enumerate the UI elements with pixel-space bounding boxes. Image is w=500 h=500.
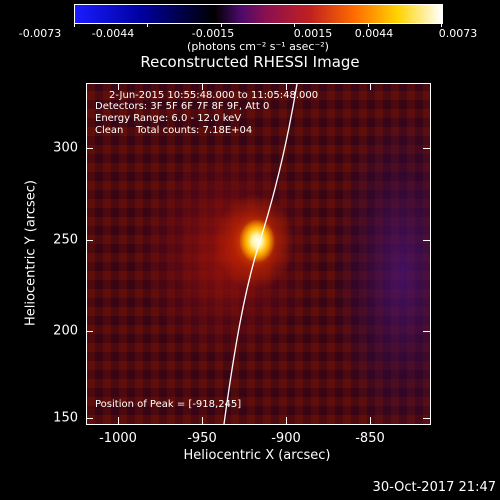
y-tick-right: [423, 240, 430, 241]
colorbar-tick-label: -0.0044: [91, 27, 135, 40]
x-tick: [118, 417, 119, 424]
x-tick-label: -1000: [99, 431, 137, 446]
clean-counts-text: Clean Total counts: 7.18E+04: [95, 125, 253, 136]
colorbar-tick-label: -0.0015: [191, 27, 235, 40]
colorbar-tick: [368, 23, 369, 27]
colorbar: [74, 4, 443, 24]
x-tick-label: -850: [355, 431, 385, 446]
colorbar-tick: [441, 23, 442, 27]
colorbar-tick: [74, 23, 75, 27]
x-tick: [202, 417, 203, 424]
detectors-text: Detectors: 3F 5F 6F 7F 8F 9F, Att 0: [95, 101, 270, 112]
colorbar-tick-label: 0.0044: [354, 27, 394, 40]
y-tick-label: 150: [53, 410, 78, 426]
y-tick: [86, 418, 93, 419]
colorbar-tick: [147, 23, 148, 27]
y-tick-label: 300: [53, 140, 78, 156]
image-title: Reconstructed RHESSI Image: [140, 53, 360, 71]
x-tick-top: [202, 83, 203, 90]
y-tick: [86, 240, 93, 241]
limb-overlay: [223, 84, 298, 424]
x-tick-top: [118, 83, 119, 90]
solar-limb-line: [223, 84, 298, 424]
y-tick-right: [423, 148, 430, 149]
x-tick: [286, 417, 287, 424]
y-tick-label: 200: [53, 323, 78, 339]
y-tick-right: [423, 418, 430, 419]
colorbar-tick: [294, 23, 295, 27]
y-axis-label: Heliocentric Y (arcsec): [23, 180, 39, 326]
peak-position-text: Position of Peak = [-918,245]: [95, 399, 242, 410]
y-tick: [86, 331, 93, 332]
time-range-text: 2-Jun-2015 10:55:48.000 to 11:05:48.000: [109, 90, 319, 101]
x-tick-top: [370, 83, 371, 90]
y-tick: [86, 148, 93, 149]
colorbar-units: (photons cm⁻² s⁻¹ asec⁻²): [187, 40, 329, 53]
energy-range-text: Energy Range: 6.0 - 12.0 keV: [95, 113, 242, 124]
x-tick: [370, 417, 371, 424]
x-tick-label: -950: [187, 431, 217, 446]
colorbar-tick-label: 0.0073: [438, 27, 478, 40]
colorbar-tick-label: 0.0015: [293, 27, 333, 40]
image-plot: 2-Jun-2015 10:55:48.000 to 11:05:48.000 …: [86, 83, 431, 425]
colorbar-tick: [221, 23, 222, 27]
x-tick-top: [286, 83, 287, 90]
y-tick-right: [423, 331, 430, 332]
y-tick-label: 250: [53, 232, 78, 248]
x-tick-label: -900: [271, 431, 301, 446]
x-axis-label: Heliocentric X (arcsec): [183, 448, 331, 463]
colorbar-tick-label: -0.0073: [18, 27, 62, 40]
render-timestamp: 30-Oct-2017 21:47: [372, 480, 496, 495]
